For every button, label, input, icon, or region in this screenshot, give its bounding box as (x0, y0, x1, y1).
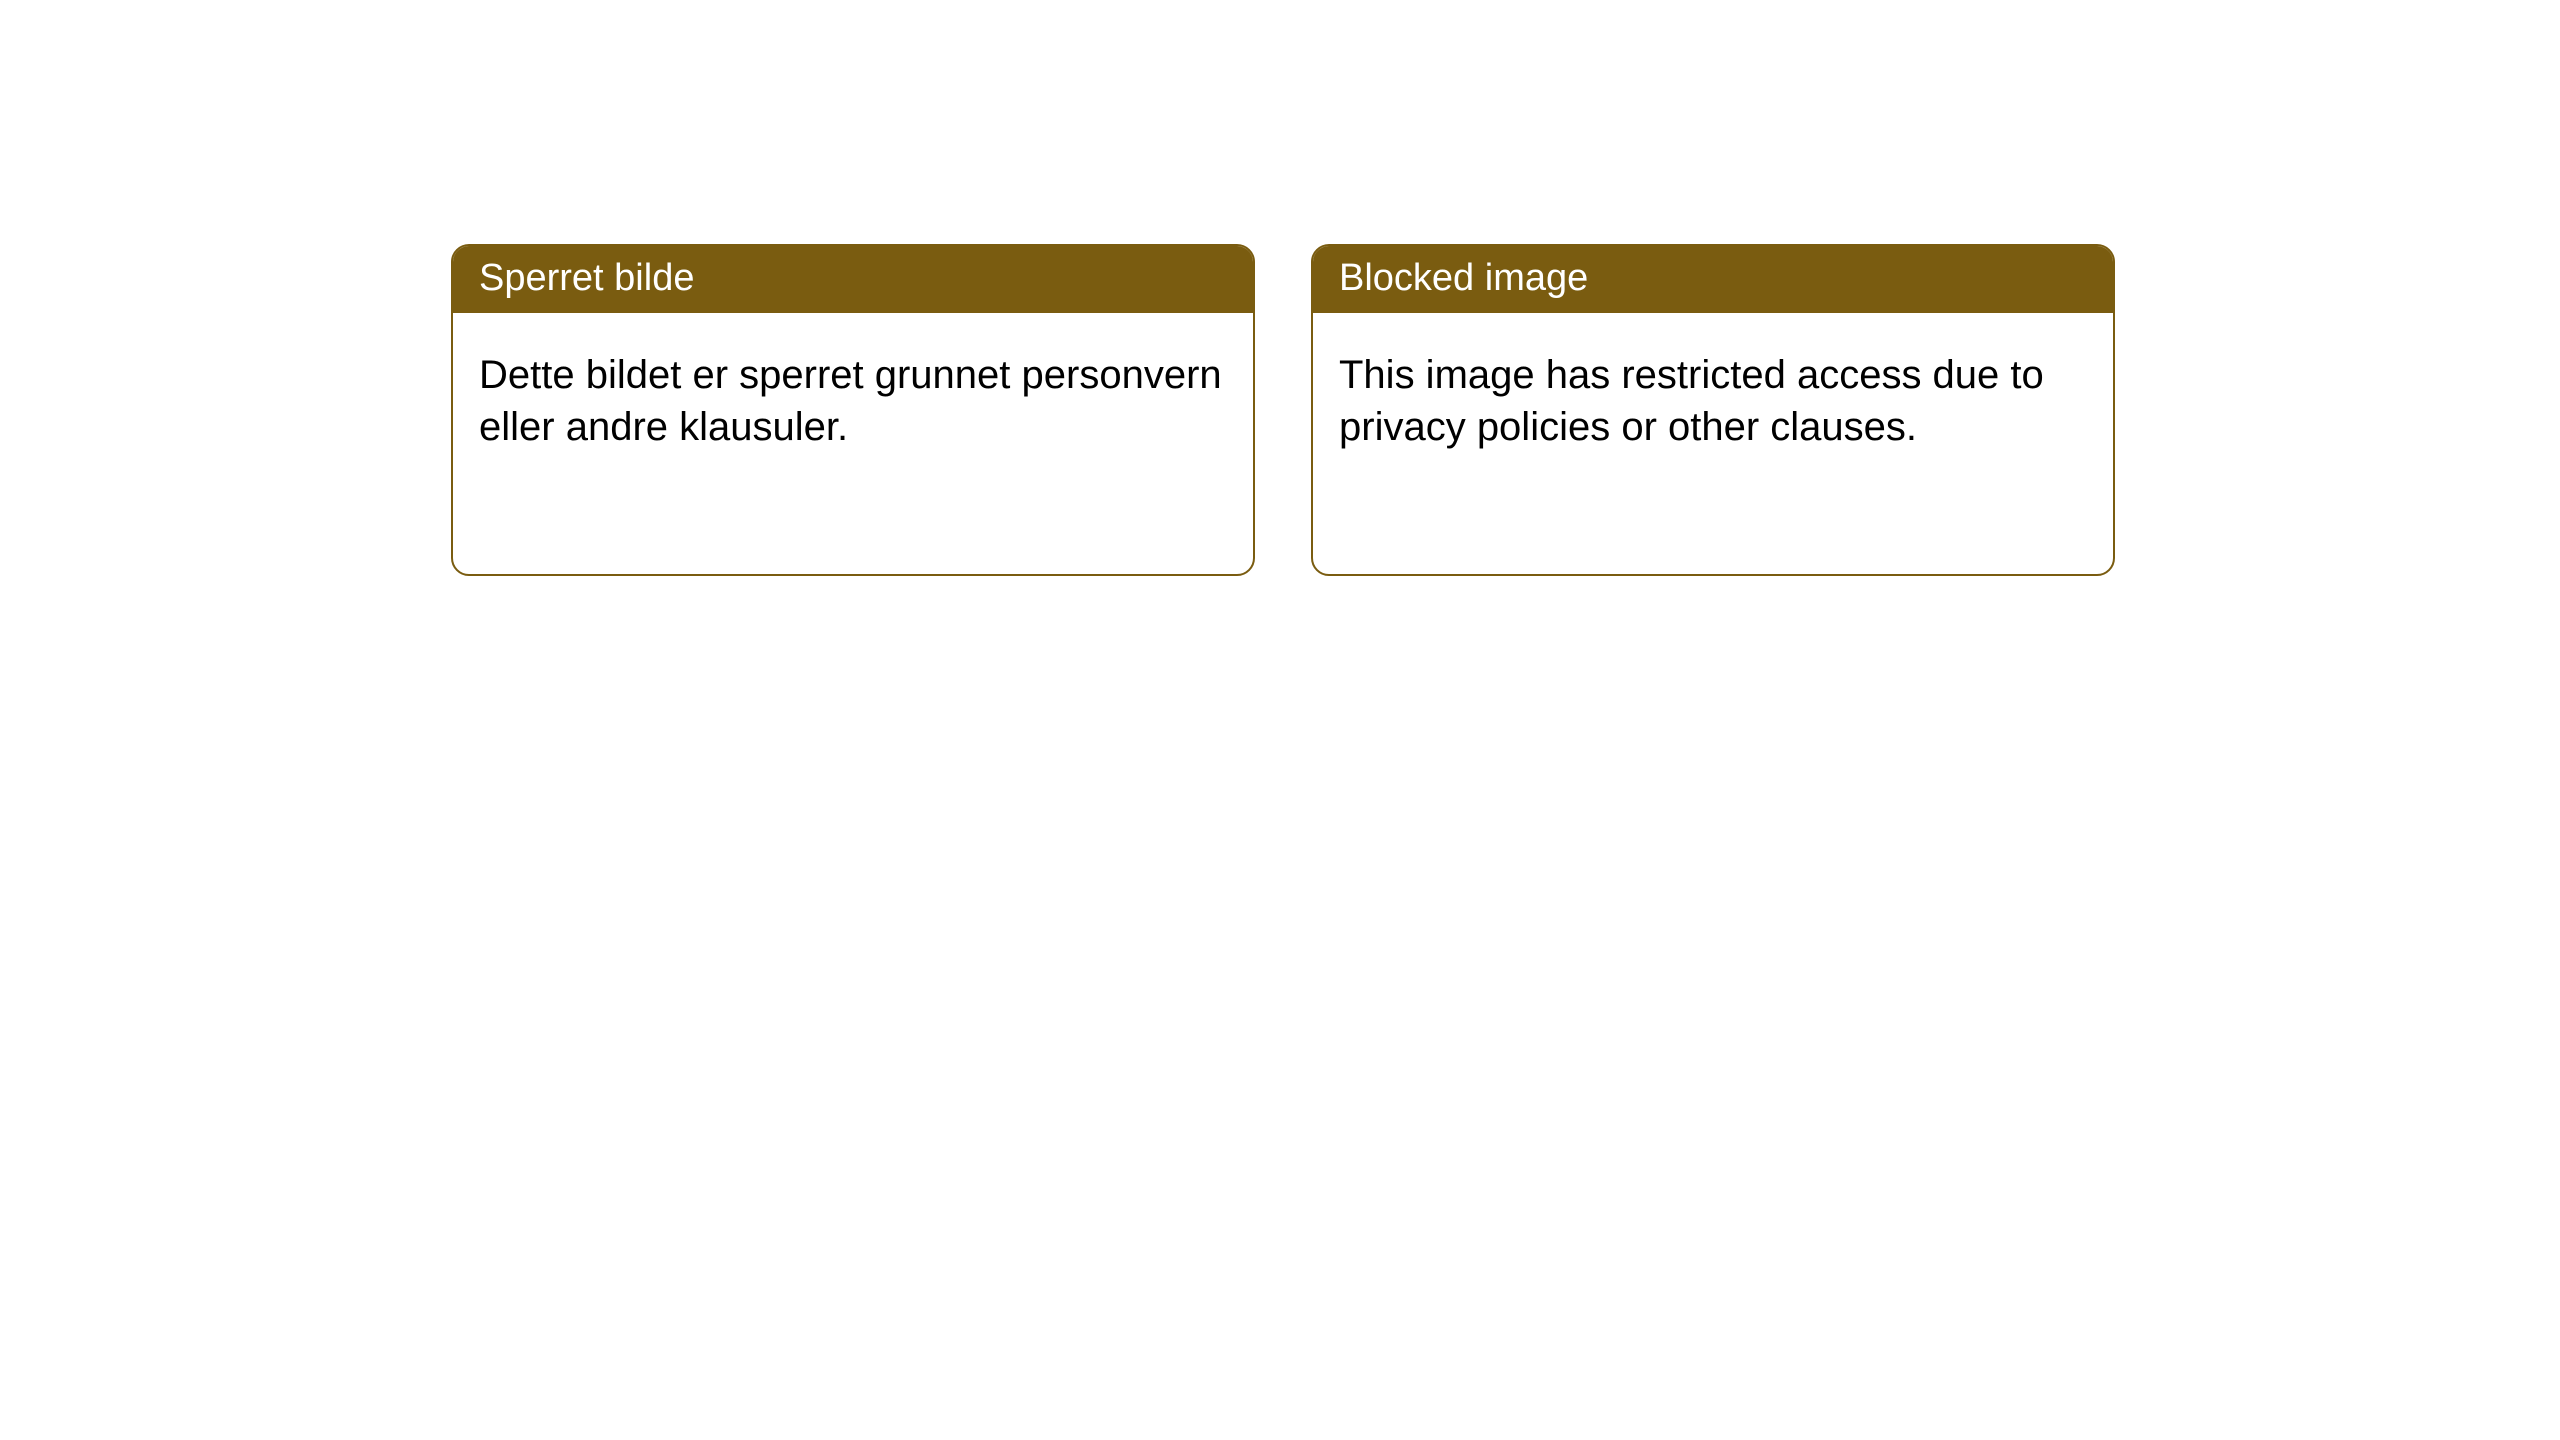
card-title-en: Blocked image (1339, 257, 1588, 299)
card-message-no: Dette bildet er sperret grunnet personve… (479, 353, 1222, 449)
card-body-no: Dette bildet er sperret grunnet personve… (453, 313, 1253, 479)
notice-container: Sperret bilde Dette bildet er sperret gr… (0, 0, 2560, 576)
card-message-en: This image has restricted access due to … (1339, 353, 2044, 449)
card-title-no: Sperret bilde (479, 257, 694, 299)
card-header-no: Sperret bilde (453, 246, 1253, 313)
blocked-image-card-no: Sperret bilde Dette bildet er sperret gr… (451, 244, 1255, 576)
blocked-image-card-en: Blocked image This image has restricted … (1311, 244, 2115, 576)
card-body-en: This image has restricted access due to … (1313, 313, 2113, 479)
card-header-en: Blocked image (1313, 246, 2113, 313)
